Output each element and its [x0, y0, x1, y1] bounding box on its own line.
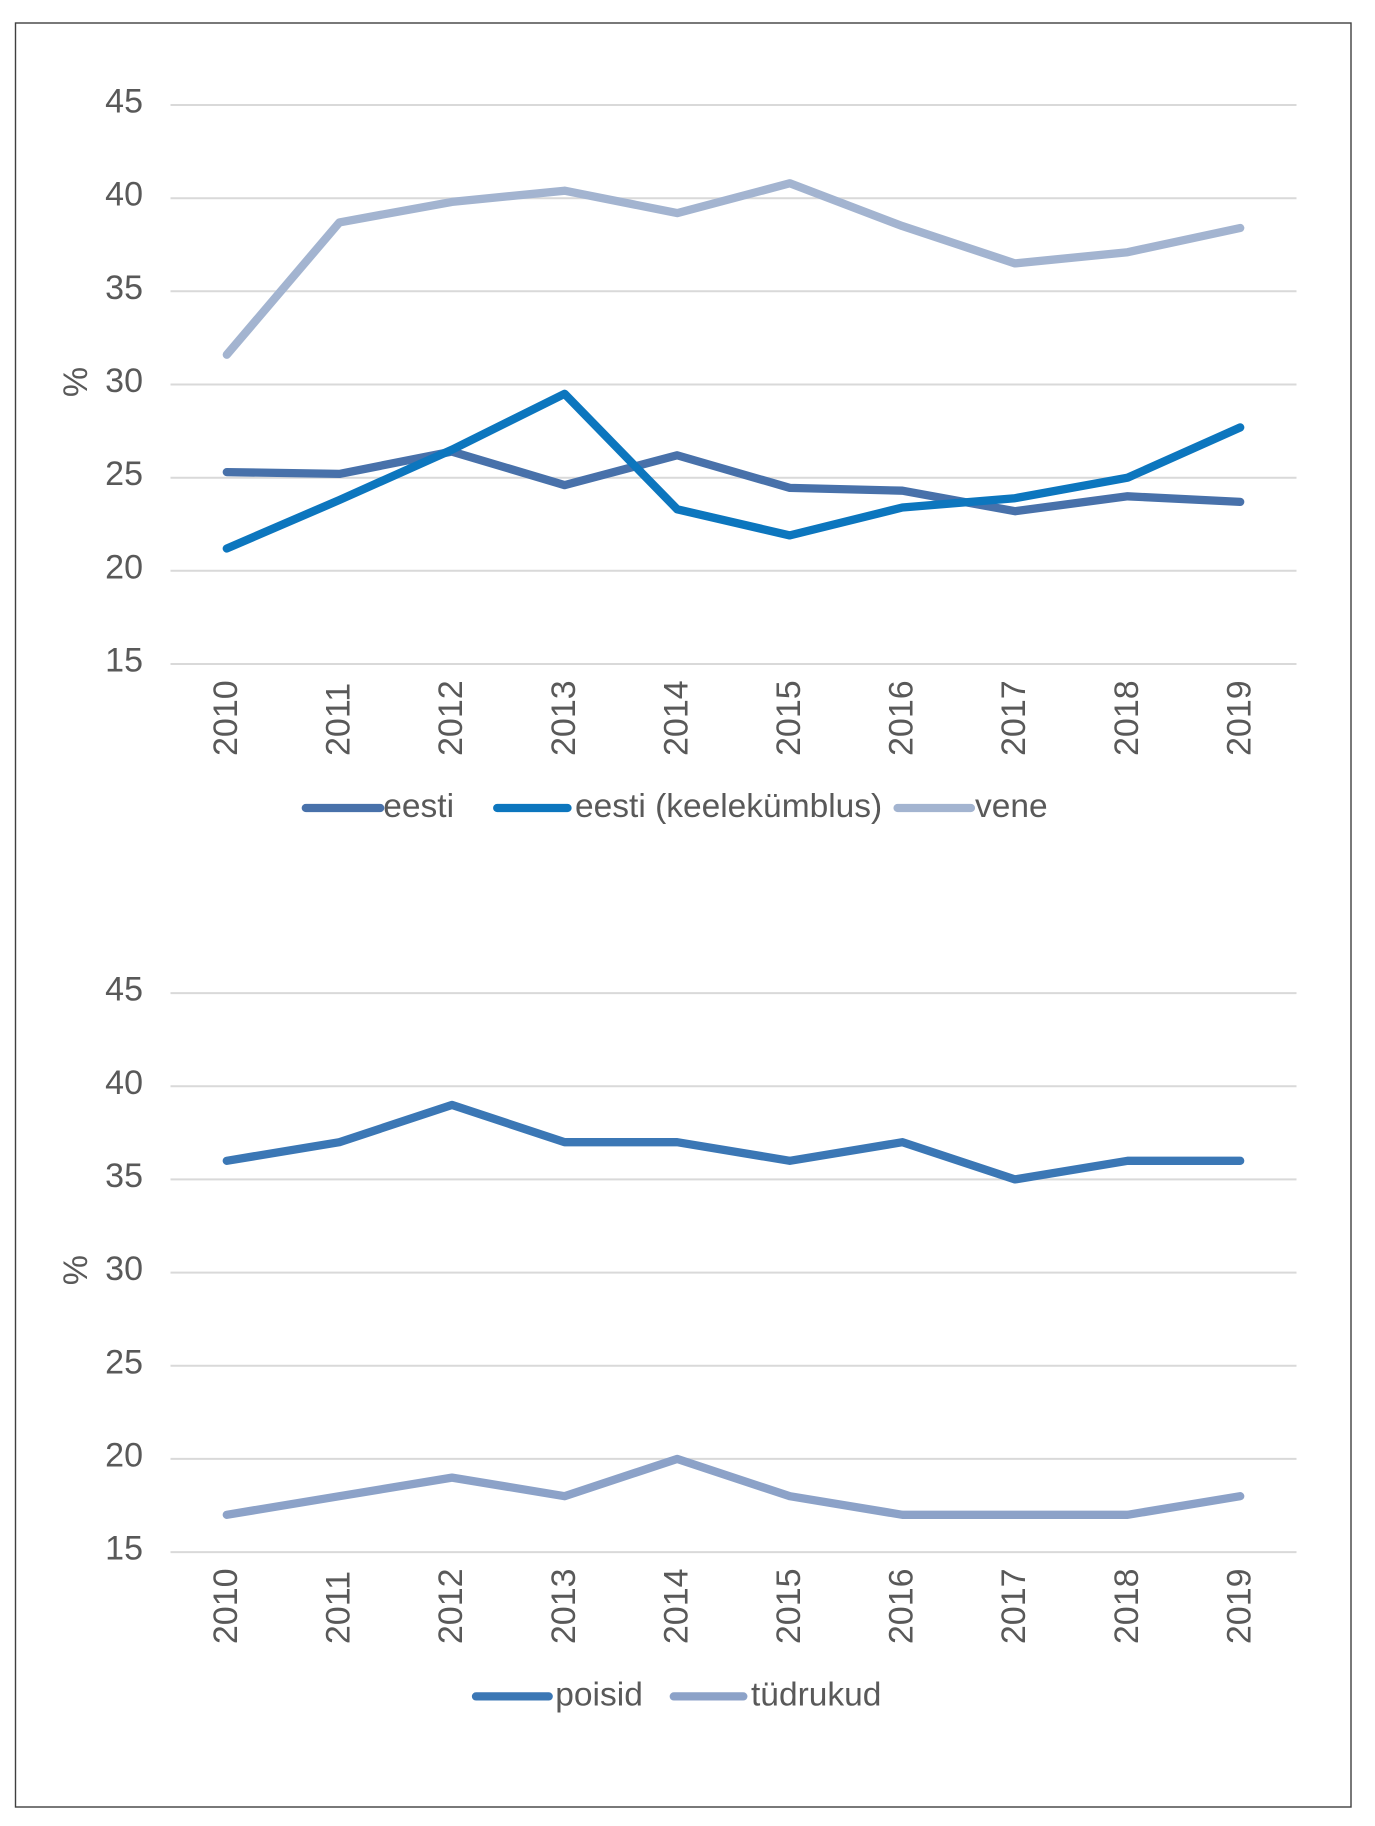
svg-text:2015: 2015 [770, 680, 808, 756]
svg-text:%: % [57, 1255, 95, 1285]
svg-text:%: % [57, 367, 95, 397]
svg-text:2011: 2011 [320, 683, 358, 756]
svg-text:2014: 2014 [657, 1568, 695, 1644]
svg-text:35: 35 [105, 1157, 143, 1195]
svg-text:35: 35 [105, 269, 143, 307]
svg-text:45: 45 [105, 971, 143, 1009]
svg-text:40: 40 [105, 176, 143, 214]
svg-text:2010: 2010 [207, 680, 245, 756]
svg-text:40: 40 [105, 1064, 143, 1102]
svg-text:2016: 2016 [883, 1568, 921, 1644]
svg-text:2014: 2014 [657, 680, 695, 756]
svg-text:30: 30 [105, 362, 143, 400]
svg-text:20: 20 [105, 548, 143, 586]
svg-text:45: 45 [105, 83, 143, 121]
svg-text:eesti (keelekümblus): eesti (keelekümblus) [575, 788, 882, 825]
svg-text:2013: 2013 [545, 1568, 583, 1644]
svg-text:2013: 2013 [545, 680, 583, 756]
svg-text:2016: 2016 [883, 680, 921, 756]
svg-text:tüdrukud: tüdrukud [751, 1677, 881, 1714]
svg-text:20: 20 [105, 1436, 143, 1474]
svg-text:30: 30 [105, 1250, 143, 1288]
svg-text:2015: 2015 [770, 1568, 808, 1644]
svg-text:2018: 2018 [1108, 680, 1146, 756]
svg-text:25: 25 [105, 455, 143, 493]
svg-text:vene: vene [975, 788, 1048, 825]
svg-text:2019: 2019 [1220, 1568, 1258, 1644]
svg-text:15: 15 [105, 642, 143, 680]
svg-text:2010: 2010 [207, 1568, 245, 1644]
svg-text:2019: 2019 [1220, 680, 1258, 756]
svg-text:2017: 2017 [995, 1568, 1033, 1644]
svg-text:15: 15 [105, 1530, 143, 1568]
svg-text:2017: 2017 [995, 680, 1033, 756]
svg-text:2012: 2012 [432, 680, 470, 756]
svg-text:eesti: eesti [383, 788, 454, 825]
svg-text:2011: 2011 [320, 1571, 358, 1644]
svg-text:25: 25 [105, 1343, 143, 1381]
svg-text:2012: 2012 [432, 1568, 470, 1644]
svg-text:poisid: poisid [555, 1677, 643, 1714]
svg-text:2018: 2018 [1108, 1568, 1146, 1644]
